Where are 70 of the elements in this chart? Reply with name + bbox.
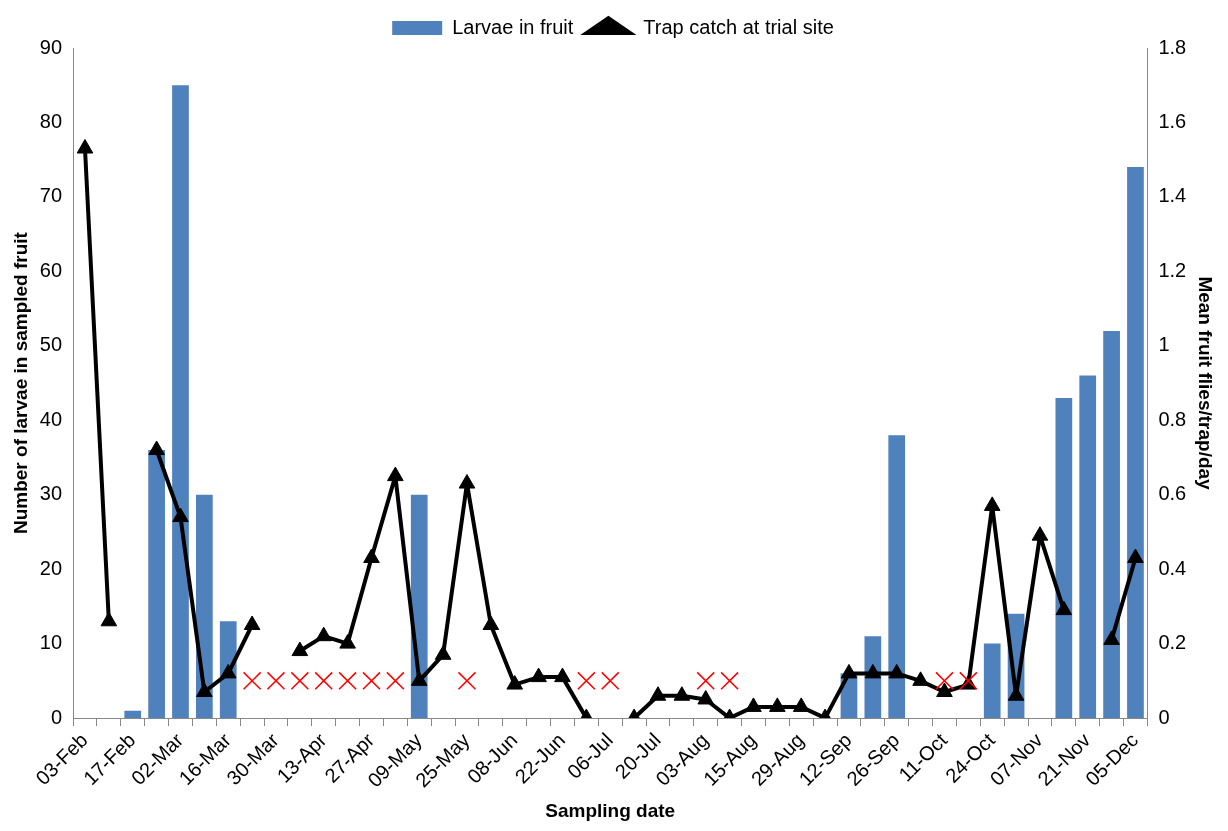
point [1103, 630, 1120, 645]
bar [172, 85, 189, 719]
y2-tick-label: 1.2 [1158, 258, 1187, 281]
point [1031, 526, 1049, 541]
y-tick-label: 90 [39, 35, 63, 58]
legend-label: Larvae in fruit [452, 15, 574, 38]
point [936, 682, 953, 698]
bar [1055, 397, 1073, 719]
y-tick-label: 10 [39, 631, 63, 654]
point [76, 139, 94, 154]
point [673, 686, 691, 701]
point [697, 689, 715, 705]
point [291, 641, 309, 657]
y-tick-label: 0 [50, 705, 63, 728]
point [840, 663, 858, 679]
y-tick-label: 20 [39, 556, 63, 579]
point [554, 667, 571, 683]
y-tick-label: 40 [39, 407, 63, 430]
point [172, 507, 189, 523]
y2-axis-title: Mean fruit flies/trap/day [1195, 276, 1217, 491]
y-tick-label: 30 [39, 482, 63, 505]
y-tick-label: 70 [39, 184, 63, 207]
point [983, 496, 1001, 511]
y-tick-label: 60 [39, 258, 63, 281]
bar [196, 494, 213, 719]
point [888, 663, 906, 679]
bar [888, 435, 906, 719]
y2-tick-label: 1.8 [1158, 35, 1187, 58]
y2-tick-label: 0.2 [1158, 631, 1187, 654]
point [864, 663, 882, 679]
bar [124, 710, 142, 719]
point [792, 697, 810, 712]
bar [1127, 167, 1144, 719]
point [363, 548, 380, 563]
point [315, 626, 333, 642]
point [482, 615, 500, 631]
point [434, 645, 452, 660]
point [530, 667, 547, 683]
y2-tick-label: 0.8 [1158, 407, 1187, 430]
point [745, 697, 762, 712]
point [387, 466, 404, 482]
point [1055, 600, 1073, 616]
point [219, 663, 237, 679]
legend-label: Trap catch at trial site [643, 15, 834, 38]
bar [1103, 330, 1120, 719]
point [148, 440, 165, 456]
y2-tick-label: 1 [1158, 333, 1170, 356]
y-axis-title: Number of larvae in sampled fruit [9, 231, 31, 535]
bar [983, 643, 1001, 719]
point [912, 671, 929, 686]
point [196, 682, 213, 698]
point [1127, 548, 1144, 563]
point [339, 634, 356, 649]
point [410, 671, 428, 686]
y2-tick-label: 0.4 [1158, 556, 1187, 579]
y2-tick-label: 0.6 [1158, 482, 1187, 505]
point [243, 615, 261, 631]
y2-tick-label: 0 [1158, 705, 1170, 728]
point [506, 675, 524, 690]
y-tick-label: 50 [39, 333, 63, 356]
y2-tick-label: 1.6 [1158, 109, 1187, 132]
y2-tick-label: 1.4 [1158, 184, 1187, 207]
point [769, 697, 786, 712]
point [649, 686, 667, 701]
point [100, 611, 118, 627]
y-tick-label: 80 [39, 109, 63, 132]
bar [148, 450, 165, 719]
point [458, 474, 476, 489]
x-axis-title: Sampling date [545, 799, 676, 821]
bar [1079, 375, 1097, 719]
